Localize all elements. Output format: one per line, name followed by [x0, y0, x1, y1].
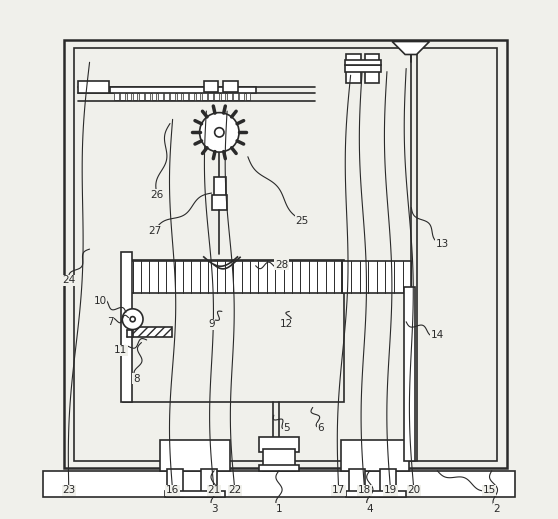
Bar — [341, 440, 409, 471]
Text: 21: 21 — [208, 485, 221, 496]
Text: 8: 8 — [133, 374, 140, 384]
Bar — [195, 93, 200, 100]
Circle shape — [200, 113, 239, 152]
Text: 14: 14 — [431, 330, 444, 340]
Text: 12: 12 — [280, 319, 294, 330]
Text: 26: 26 — [151, 189, 163, 200]
Text: 13: 13 — [436, 239, 449, 249]
Text: 16: 16 — [166, 485, 179, 496]
Bar — [259, 437, 299, 452]
Bar — [347, 54, 361, 83]
Bar — [201, 469, 217, 497]
Bar — [152, 93, 156, 100]
Bar — [342, 261, 411, 293]
Bar — [127, 93, 131, 100]
Text: 9: 9 — [208, 319, 215, 330]
Text: 23: 23 — [62, 485, 75, 496]
Text: 2: 2 — [494, 503, 501, 514]
Bar — [347, 491, 406, 497]
Bar — [239, 93, 244, 100]
Bar — [214, 93, 219, 100]
Bar — [227, 93, 232, 100]
Text: 5: 5 — [283, 423, 290, 433]
Text: 7: 7 — [107, 317, 114, 327]
Text: 28: 28 — [275, 260, 288, 270]
Bar — [263, 449, 295, 471]
Bar — [202, 93, 206, 100]
Bar — [139, 93, 144, 100]
Bar — [120, 93, 125, 100]
Circle shape — [122, 309, 143, 330]
Text: 1: 1 — [276, 503, 282, 514]
Bar — [64, 40, 507, 468]
Bar — [246, 93, 251, 100]
Bar — [223, 81, 238, 92]
Bar — [158, 93, 162, 100]
Bar — [211, 195, 227, 210]
Bar — [403, 287, 415, 461]
Bar — [133, 327, 171, 337]
Text: 6: 6 — [317, 423, 324, 433]
Text: 22: 22 — [228, 485, 242, 496]
Text: 17: 17 — [332, 485, 345, 496]
Text: 18: 18 — [358, 485, 371, 496]
Bar — [220, 93, 225, 100]
Bar — [345, 65, 381, 72]
Bar — [208, 93, 213, 100]
Bar — [214, 177, 225, 197]
Circle shape — [215, 128, 224, 137]
Bar — [364, 54, 379, 83]
Bar — [349, 469, 364, 497]
Bar — [114, 93, 119, 100]
Bar — [124, 261, 342, 293]
Bar — [133, 93, 137, 100]
Text: 24: 24 — [62, 275, 75, 285]
Bar — [43, 471, 515, 497]
Text: 20: 20 — [407, 485, 421, 496]
Bar — [110, 87, 256, 93]
Bar — [183, 93, 187, 100]
Circle shape — [130, 317, 135, 322]
Bar — [145, 93, 150, 100]
Text: 3: 3 — [211, 503, 218, 514]
Bar — [160, 440, 230, 471]
Bar — [259, 465, 299, 471]
Bar — [74, 48, 497, 461]
Text: 19: 19 — [384, 485, 397, 496]
Text: 27: 27 — [148, 226, 161, 236]
Bar — [78, 81, 109, 93]
Text: 11: 11 — [114, 345, 127, 356]
Bar — [123, 260, 344, 402]
Bar — [121, 252, 132, 402]
Text: 10: 10 — [93, 296, 107, 306]
Text: 25: 25 — [296, 215, 309, 226]
Polygon shape — [392, 42, 430, 54]
Text: 4: 4 — [367, 503, 373, 514]
Text: 15: 15 — [483, 485, 496, 496]
Bar — [233, 93, 238, 100]
Bar — [170, 93, 175, 100]
Bar — [167, 469, 183, 497]
Bar — [165, 491, 224, 497]
Bar — [380, 469, 396, 497]
Bar — [345, 60, 381, 65]
Bar — [164, 93, 169, 100]
Bar — [204, 81, 218, 92]
Bar — [177, 93, 181, 100]
Bar — [189, 93, 194, 100]
